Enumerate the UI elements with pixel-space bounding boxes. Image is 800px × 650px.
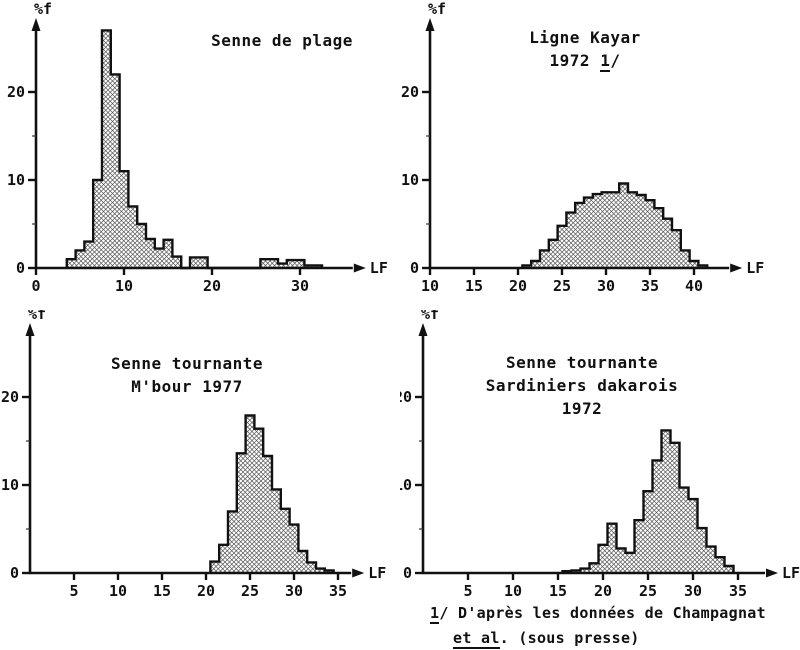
y-tick-label: 0	[10, 564, 19, 582]
title-line: M'bour 1977	[131, 377, 243, 396]
y-tick-label: 10	[1, 476, 19, 494]
x-axis-arrow-icon	[353, 263, 366, 273]
y-tick-label: 20	[1, 388, 19, 406]
title-line: Senne tournante	[506, 353, 658, 372]
x-tick-label: 5	[69, 582, 78, 600]
x-tick-label: 15	[153, 582, 171, 600]
x-axis-arrow-icon	[730, 263, 743, 273]
y-axis-label: %f	[428, 0, 446, 18]
title-line: Senne tournante	[111, 354, 263, 373]
y-tick-label: 0	[410, 259, 419, 277]
x-tick-label: 20	[203, 277, 221, 295]
panel-title-senne-tournante-mbour: Senne tournante M'bour 1977	[87, 352, 287, 398]
x-tick-label: 25	[241, 582, 259, 600]
y-tick-label: 20	[400, 388, 412, 406]
x-tick-label: 25	[639, 582, 657, 600]
y-axis-arrow-icon	[25, 323, 35, 336]
panel-title-ligne-kayar: Ligne Kayar 1972 1/	[485, 26, 685, 72]
y-tick-label: 0	[16, 259, 25, 277]
histogram-bars	[521, 182, 709, 268]
x-tick-label: 30	[291, 277, 309, 295]
x-tick-label: 35	[329, 582, 347, 600]
histogram-bars	[561, 429, 735, 573]
title-slash: /	[610, 51, 621, 70]
y-tick-label: 10	[400, 476, 412, 494]
histogram-bars	[65, 29, 324, 270]
footnote-marker-ref: 1	[600, 51, 611, 72]
title-line: Sardiniers dakarois	[485, 376, 679, 395]
x-axis-label: LF	[370, 259, 388, 277]
y-tick-label: 10	[7, 171, 25, 189]
x-tick-label: 0	[31, 277, 40, 295]
y-axis-label: %f	[421, 310, 439, 323]
histogram-panel-senne-tournante-mbour: LF %f 5 10 15 20 25 30 35 0 10 20	[1, 310, 386, 600]
x-tick-label: 10	[421, 277, 439, 295]
x-axis-arrow-icon	[766, 568, 778, 578]
x-tick-label: 20	[509, 277, 527, 295]
x-tick-label: 25	[553, 277, 571, 295]
y-tick-label: 0	[403, 564, 412, 582]
histogram-bars	[209, 414, 335, 573]
x-tick-label: 10	[504, 582, 522, 600]
panel-title-senne-tournante-dakar: Senne tournante Sardiniers dakarois 1972	[472, 351, 692, 420]
title-line: Ligne Kayar	[529, 28, 641, 47]
x-tick-label: 15	[465, 277, 483, 295]
footnote-text: D'après les données de Champagnat	[458, 604, 766, 622]
footnote-marker: 1	[430, 604, 440, 624]
footnote-sep: /	[439, 604, 459, 622]
y-axis-arrow-icon	[418, 323, 428, 336]
x-tick-label: 35	[641, 277, 659, 295]
x-tick-label: 10	[115, 277, 133, 295]
title-year: 1972	[549, 51, 601, 70]
footnote: 1/ D'après les données de Champagnat et …	[430, 601, 766, 650]
y-tick-label: 20	[7, 83, 25, 101]
x-tick-label: 40	[685, 277, 703, 295]
x-tick-label: 30	[597, 277, 615, 295]
y-axis-arrow-icon	[31, 18, 41, 31]
x-tick-label: 20	[197, 582, 215, 600]
title-line: 1972 1/	[485, 49, 685, 72]
x-axis-label: LF	[782, 564, 800, 582]
y-tick-label: 10	[401, 171, 419, 189]
footnote-line: et al. (sous presse)	[453, 626, 766, 650]
x-axis-label: LF	[368, 564, 386, 582]
x-tick-label: 15	[549, 582, 567, 600]
footnote-line: 1/ D'après les données de Champagnat	[430, 601, 766, 626]
x-tick-label: 20	[594, 582, 612, 600]
x-axis-label: LF	[746, 259, 764, 277]
x-tick-label: 35	[729, 582, 747, 600]
title-line: 1972	[561, 399, 603, 418]
title-line: Senne de plage	[211, 31, 353, 50]
x-axis-arrow-icon	[352, 568, 365, 578]
x-tick-label: 30	[684, 582, 702, 600]
y-axis-label: %f	[28, 310, 46, 323]
footnote-et-al: et al	[453, 629, 500, 649]
histogram-panel-senne-de-plage: LF %f 0 10 20 30 0 10 20	[7, 0, 388, 295]
footnote-text: . (sous presse)	[499, 629, 640, 647]
x-tick-label: 10	[109, 582, 127, 600]
x-tick-label: 30	[285, 582, 303, 600]
y-axis-arrow-icon	[425, 18, 435, 31]
x-tick-label: 5	[463, 582, 472, 600]
y-axis-label: %f	[34, 0, 52, 18]
panel-title-senne-de-plage: Senne de plage	[182, 29, 382, 52]
y-tick-label: 20	[401, 83, 419, 101]
histogram-panel-senne-tournante-dakar: LF %f 5 10 15 20 25 30 35 0 10 20	[400, 310, 800, 600]
